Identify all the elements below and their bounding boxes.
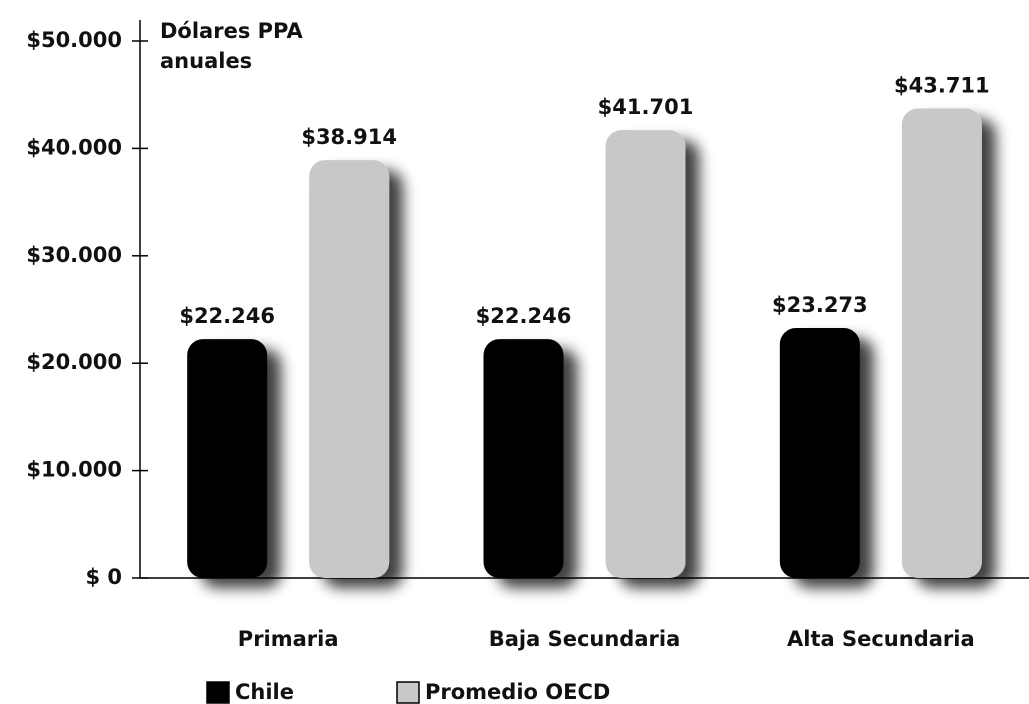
x-tick-label: Primaria xyxy=(238,627,339,651)
y-axis-label: Dólares PPA anuales xyxy=(160,19,303,73)
bar xyxy=(605,130,686,578)
value-label: $22.246 xyxy=(179,304,275,328)
legend-swatch xyxy=(206,681,230,704)
x-tick-label: Alta Secundaria xyxy=(787,627,975,651)
legend-label: Promedio OECD xyxy=(425,680,610,704)
y-tick-label: $10.000 xyxy=(26,458,122,482)
y-tick-label: $ 0 xyxy=(85,565,122,589)
bar xyxy=(309,160,390,578)
bar xyxy=(779,328,860,578)
y-tick-label: $20.000 xyxy=(26,350,122,374)
value-label: $43.711 xyxy=(894,74,990,98)
bar xyxy=(187,339,268,578)
value-label: $23.273 xyxy=(772,293,868,317)
y-tick-label: $40.000 xyxy=(26,135,122,159)
x-tick-label: Baja Secundaria xyxy=(489,627,681,651)
bar xyxy=(483,339,564,578)
y-tick-label: $50.000 xyxy=(26,28,122,52)
y-tick-label: $30.000 xyxy=(26,243,122,267)
legend-swatch xyxy=(396,681,420,704)
bar xyxy=(901,108,982,579)
legend-label: Chile xyxy=(235,680,294,704)
value-label: $38.914 xyxy=(301,125,397,149)
value-label: $41.701 xyxy=(598,95,694,119)
value-label: $22.246 xyxy=(476,304,572,328)
